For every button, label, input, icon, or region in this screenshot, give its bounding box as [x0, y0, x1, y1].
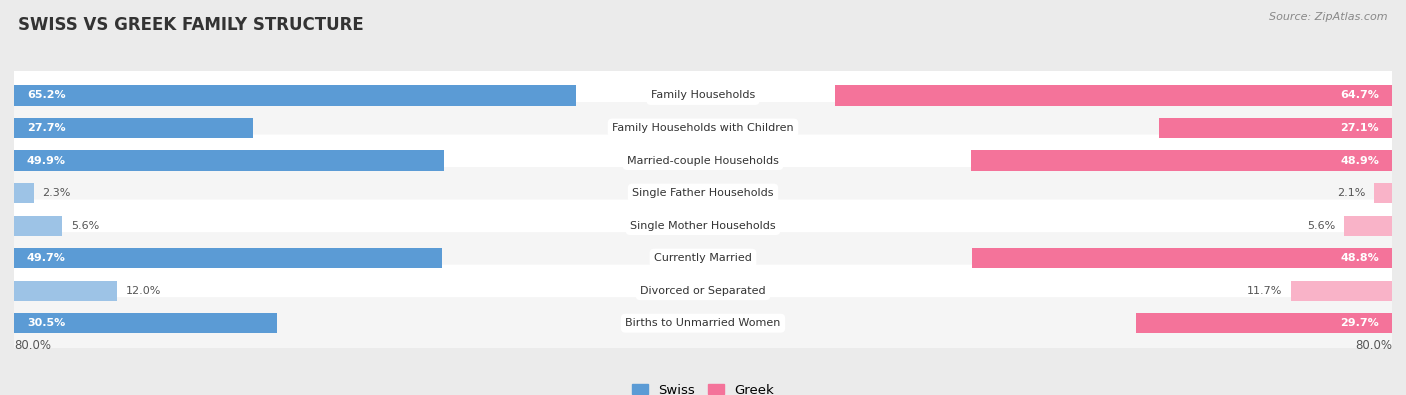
Text: 27.7%: 27.7%: [27, 123, 66, 133]
Bar: [14, 118, 253, 138]
Text: 65.2%: 65.2%: [27, 90, 66, 100]
Bar: [970, 150, 1392, 171]
Text: 48.8%: 48.8%: [1340, 253, 1379, 263]
Bar: [14, 248, 441, 268]
Text: 2.3%: 2.3%: [42, 188, 70, 198]
Bar: [835, 85, 1392, 105]
Bar: [14, 313, 277, 333]
Text: 11.7%: 11.7%: [1247, 286, 1282, 296]
Text: Family Households with Children: Family Households with Children: [612, 123, 794, 133]
Text: 49.9%: 49.9%: [27, 156, 66, 166]
Text: 5.6%: 5.6%: [1306, 221, 1336, 231]
Text: 48.9%: 48.9%: [1340, 156, 1379, 166]
Text: Single Mother Households: Single Mother Households: [630, 221, 776, 231]
Text: 80.0%: 80.0%: [1355, 339, 1392, 352]
Bar: [14, 216, 62, 236]
FancyBboxPatch shape: [7, 70, 1399, 122]
Text: 49.7%: 49.7%: [27, 253, 66, 263]
FancyBboxPatch shape: [7, 135, 1399, 186]
Bar: [1291, 280, 1392, 301]
Text: 30.5%: 30.5%: [27, 318, 65, 328]
Text: Family Households: Family Households: [651, 90, 755, 100]
Text: Married-couple Households: Married-couple Households: [627, 156, 779, 166]
Text: Currently Married: Currently Married: [654, 253, 752, 263]
FancyBboxPatch shape: [7, 102, 1399, 154]
Text: 5.6%: 5.6%: [70, 221, 100, 231]
Bar: [1159, 118, 1392, 138]
Text: Source: ZipAtlas.com: Source: ZipAtlas.com: [1270, 12, 1388, 22]
Text: SWISS VS GREEK FAMILY STRUCTURE: SWISS VS GREEK FAMILY STRUCTURE: [18, 16, 364, 34]
Bar: [14, 183, 34, 203]
Text: 29.7%: 29.7%: [1340, 318, 1379, 328]
FancyBboxPatch shape: [7, 167, 1399, 219]
Text: 27.1%: 27.1%: [1340, 123, 1379, 133]
FancyBboxPatch shape: [7, 297, 1399, 349]
Legend: Swiss, Greek: Swiss, Greek: [627, 378, 779, 395]
Bar: [972, 248, 1392, 268]
Text: Divorced or Separated: Divorced or Separated: [640, 286, 766, 296]
Bar: [14, 280, 117, 301]
FancyBboxPatch shape: [7, 265, 1399, 317]
Text: 64.7%: 64.7%: [1340, 90, 1379, 100]
Text: Births to Unmarried Women: Births to Unmarried Women: [626, 318, 780, 328]
FancyBboxPatch shape: [7, 199, 1399, 252]
Bar: [14, 85, 575, 105]
Text: Single Father Households: Single Father Households: [633, 188, 773, 198]
Bar: [1374, 183, 1392, 203]
Bar: [1344, 216, 1392, 236]
Text: 2.1%: 2.1%: [1337, 188, 1365, 198]
Text: 12.0%: 12.0%: [127, 286, 162, 296]
FancyBboxPatch shape: [7, 232, 1399, 284]
Text: 80.0%: 80.0%: [14, 339, 51, 352]
Bar: [14, 150, 444, 171]
Bar: [1136, 313, 1392, 333]
